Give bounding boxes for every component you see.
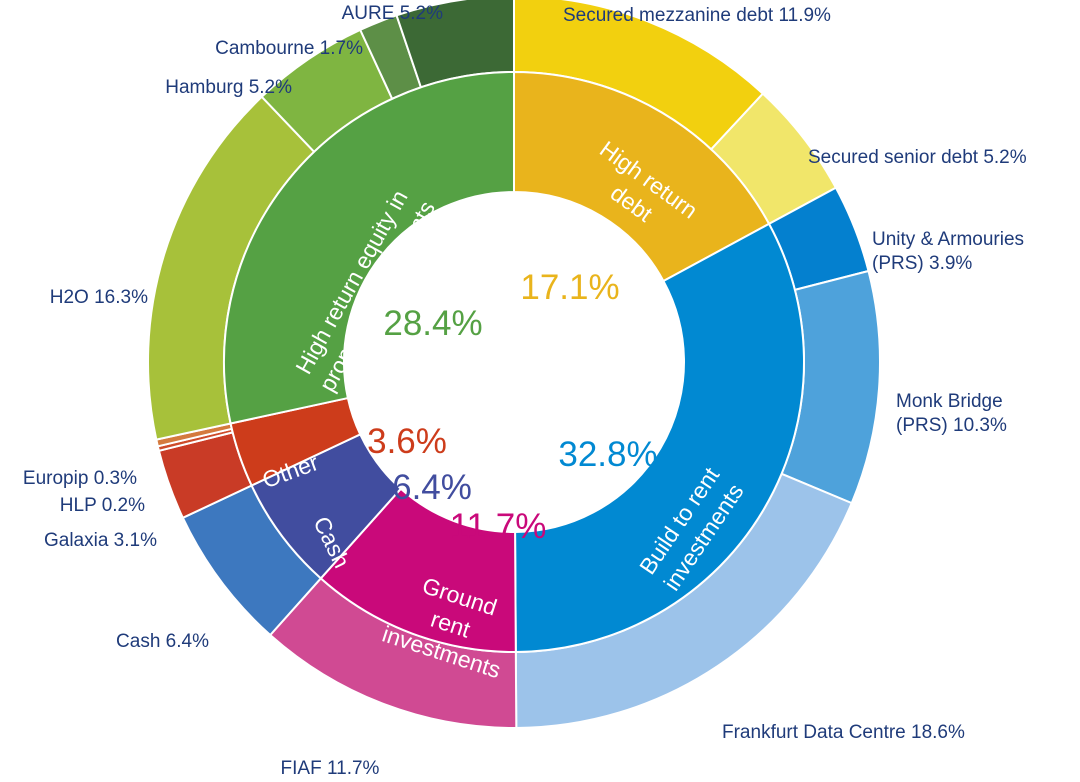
outer-label-monk-bridge-prs: Monk Bridge (PRS) 10.3%	[896, 391, 1007, 436]
outer-ring	[147, 0, 881, 729]
outer-label-secured-senior-debt: Secured senior debt 5.2%	[808, 147, 1027, 168]
outer-label-h2o-line: H2O 16.3%	[50, 287, 148, 308]
center-percent-high-return-debt: 17.1%	[520, 268, 619, 307]
outer-label-hamburg-line: Hamburg 5.2%	[165, 77, 292, 98]
outer-label-secured-mezzanine-debt: Secured mezzanine debt 11.9%	[563, 5, 831, 26]
center-percent-other: 3.6%	[367, 422, 447, 461]
center-percent-build-to-rent-investments: 32.8%	[558, 435, 657, 474]
outer-label-unity-armouries-prs-line: Unity & Armouries	[872, 229, 1024, 250]
outer-label-frankfurt-data-centre-line: Frankfurt Data Centre 18.6%	[722, 722, 965, 743]
inner-ring	[223, 70, 805, 654]
center-percent-high-return-equity-in-property-investments-line: 28.4%	[383, 304, 482, 343]
outer-label-hlp: HLP 0.2%	[60, 495, 145, 516]
outer-label-unity-armouries-prs-line: (PRS) 3.9%	[872, 253, 972, 274]
center-percent-ground-rent-investments-line: 11.7%	[450, 507, 547, 546]
outer-label-unity-armouries-prs: Unity & Armouries (PRS) 3.9%	[872, 229, 1024, 274]
outer-label-monk-bridge-prs-line: Monk Bridge	[896, 391, 1003, 412]
outer-label-europip-line: Europip 0.3%	[23, 468, 137, 489]
outer-label-h2o: H2O 16.3%	[50, 287, 148, 308]
center-percent-high-return-debt-line: 17.1%	[520, 268, 619, 307]
outer-label-europip: Europip 0.3%	[23, 468, 137, 489]
inner-segment-high-return-debt	[513, 70, 771, 283]
outer-label-galaxia-line: Galaxia 3.1%	[44, 530, 157, 551]
outer-label-hlp-line: HLP 0.2%	[60, 495, 145, 516]
center-percent-cash: 6.4%	[392, 468, 472, 507]
inner-segment-build-to-rent-investments	[514, 222, 805, 654]
inner-segment-high-return-equity-in-property-investments	[223, 70, 515, 425]
outer-label-aure-line: AURE 5.2%	[342, 3, 443, 24]
center-percent-ground-rent-investments: 11.7%	[450, 507, 547, 546]
outer-label-monk-bridge-prs-line: (PRS) 10.3%	[896, 415, 1007, 436]
outer-label-frankfurt-data-centre: Frankfurt Data Centre 18.6%	[722, 722, 965, 743]
center-percent-high-return-equity-in-property-investments: 28.4%	[383, 304, 482, 343]
outer-label-galaxia: Galaxia 3.1%	[44, 530, 157, 551]
outer-label-hamburg: Hamburg 5.2%	[165, 77, 292, 98]
outer-label-cambourne: Cambourne 1.7%	[215, 38, 363, 59]
outer-label-cambourne-line: Cambourne 1.7%	[215, 38, 363, 59]
center-percent-other-line: 3.6%	[367, 422, 447, 461]
outer-label-secured-mezzanine-debt-line: Secured mezzanine debt 11.9%	[563, 5, 831, 26]
outer-label-secured-senior-debt-line: Secured senior debt 5.2%	[808, 147, 1027, 168]
outer-label-fiaf: FIAF 11.7%	[281, 758, 380, 779]
center-percent-cash-line: 6.4%	[392, 468, 472, 507]
center-percent-build-to-rent-investments-line: 32.8%	[558, 435, 657, 474]
outer-label-aure: AURE 5.2%	[342, 3, 443, 24]
outer-label-cash: Cash 6.4%	[116, 631, 209, 652]
outer-label-cash-line: Cash 6.4%	[116, 631, 209, 652]
outer-label-fiaf-line: FIAF 11.7%	[281, 758, 380, 779]
